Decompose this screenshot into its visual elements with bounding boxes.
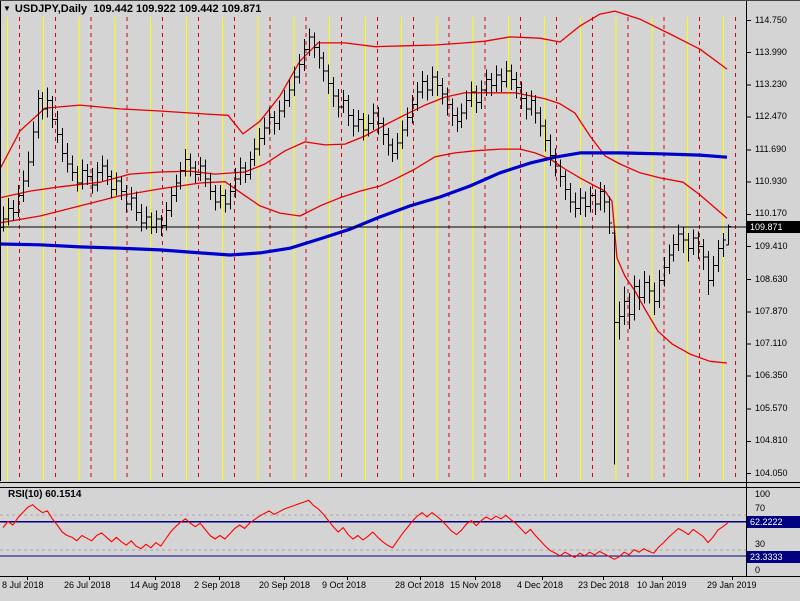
price-axis-label: 106.350 xyxy=(755,370,788,381)
time-axis-label: 14 Aug 2018 xyxy=(130,580,181,590)
time-axis-label: 10 Jan 2019 xyxy=(637,580,687,590)
price-axis-label: 107.110 xyxy=(755,337,787,348)
current-price-badge: 109.871 xyxy=(747,220,800,233)
price-axis-label: 113.230 xyxy=(755,78,787,89)
band-middle-line xyxy=(0,92,728,219)
price-axis-label: 111.690 xyxy=(755,144,787,155)
rsi-line xyxy=(2,499,729,560)
time-axis-label: 4 Dec 2018 xyxy=(517,580,564,590)
price-axis-label: 109.410 xyxy=(755,240,788,251)
chart-title-bar: ▼ USDJPY,Daily 109.442 109.922 109.442 10… xyxy=(3,3,261,15)
band-lower-line xyxy=(0,148,728,364)
price-axis-label: 107.870 xyxy=(755,305,788,316)
price-axis-label: 110.930 xyxy=(755,176,787,187)
time-axis-label: 15 Nov 2018 xyxy=(450,580,502,590)
price-axis-label: 110.170 xyxy=(755,208,787,219)
ohlc-values-label: 109.442 109.922 109.442 109.871 xyxy=(93,3,262,15)
time-axis-label: 20 Sep 2018 xyxy=(259,580,311,590)
symbol-timeframe-label: USDJPY,Daily xyxy=(14,3,88,15)
time-axis-label: 8 Jul 2018 xyxy=(2,580,44,590)
rsi-name: RSI(10) xyxy=(8,489,43,500)
price-axis-label: 105.570 xyxy=(755,403,788,414)
time-axis-label: 23 Dec 2018 xyxy=(578,580,630,590)
time-axis-label: 29 Jan 2019 xyxy=(707,580,757,590)
price-axis-label: 113.990 xyxy=(755,46,787,57)
price-axis-label: 108.630 xyxy=(755,273,788,284)
rsi-scale-label: 100 xyxy=(755,489,771,499)
time-axis-label: 9 Oct 2018 xyxy=(322,580,367,590)
rsi-scale-label: 70 xyxy=(755,503,766,514)
rsi-current-value: 60.1514 xyxy=(45,489,82,500)
price-axis-label: 104.050 xyxy=(755,467,788,478)
rsi-upper-level-badge: 62.2222 xyxy=(747,515,800,528)
price-axis-label: 104.810 xyxy=(755,435,788,446)
time-axis-label: 2 Sep 2018 xyxy=(194,580,241,590)
time-axis-label: 26 Jul 2018 xyxy=(64,580,111,590)
moving-average-line xyxy=(0,151,728,257)
rsi-lower-level-badge: 23.3333 xyxy=(747,551,800,563)
rsi-indicator-label: RSI(10) 60.1514 xyxy=(8,489,81,500)
rsi-scale-label: 0 xyxy=(755,565,761,575)
rsi-scale-label: 30 xyxy=(755,538,766,549)
symbol-marker-icon[interactable]: ▼ xyxy=(3,4,11,13)
time-axis-label: 28 Oct 2018 xyxy=(395,580,445,590)
price-axis-label: 112.470 xyxy=(755,111,787,122)
price-axis-label: 114.750 xyxy=(755,14,787,25)
band-upper-line xyxy=(0,10,728,170)
